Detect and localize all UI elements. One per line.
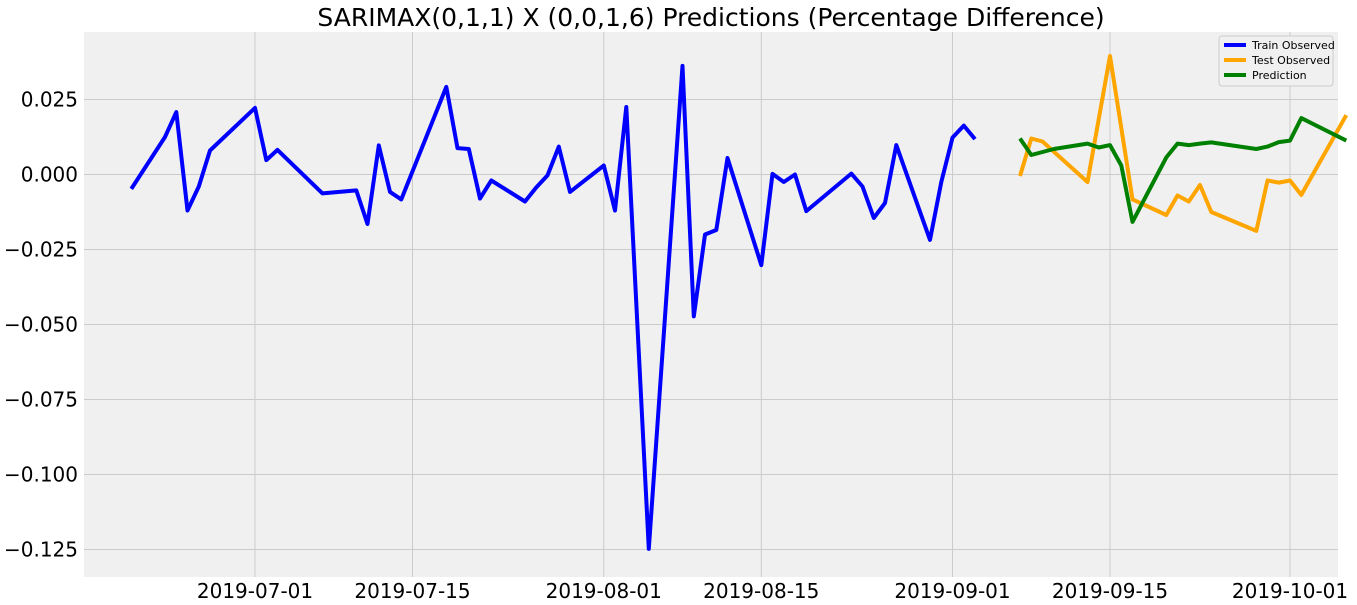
chart-title: SARIMAX(0,1,1) X (0,0,1,6) Predictions (… xyxy=(317,3,1104,32)
legend-label: Test Observed xyxy=(1251,54,1330,67)
x-tick-label: 2019-07-01 xyxy=(197,579,313,603)
series-line-train-observed xyxy=(129,63,977,551)
y-tick-label: 0.025 xyxy=(21,88,78,112)
legend-box xyxy=(1218,35,1334,87)
legend-label: Train Observed xyxy=(1251,39,1335,52)
x-tick-label: 2019-07-15 xyxy=(354,579,470,603)
y-tick-label: −0.125 xyxy=(4,538,78,562)
series-layer xyxy=(129,54,1349,551)
y-tick-label: −0.075 xyxy=(4,388,78,412)
plot-background xyxy=(84,32,1338,577)
legend-label: Prediction xyxy=(1252,69,1307,82)
y-tick-label: −0.100 xyxy=(4,463,78,487)
x-axis-ticks: 2019-07-01 2019-07-15 2019-08-01 2019-08-15… xyxy=(197,579,1348,603)
y-tick-label: 0.000 xyxy=(21,163,78,187)
series-line-prediction xyxy=(1018,116,1348,224)
grid-lines xyxy=(84,32,1338,577)
y-tick-label: −0.025 xyxy=(4,238,78,262)
x-tick-label: 2019-08-15 xyxy=(703,579,819,603)
x-tick-label: 2019-09-01 xyxy=(894,579,1010,603)
y-axis-ticks: 0.025 0.000 −0.025 −0.050 −0.075 −0.100 −0.125 xyxy=(4,88,78,562)
legend: Train Observed Test Observed Prediction xyxy=(1218,35,1335,87)
x-tick-label: 2019-09-15 xyxy=(1052,579,1168,603)
series-line-test-observed xyxy=(1018,54,1349,233)
y-tick-label: −0.050 xyxy=(4,313,78,337)
x-tick-label: 2019-08-01 xyxy=(546,579,662,603)
x-tick-label: 2019-10-01 xyxy=(1232,579,1348,603)
